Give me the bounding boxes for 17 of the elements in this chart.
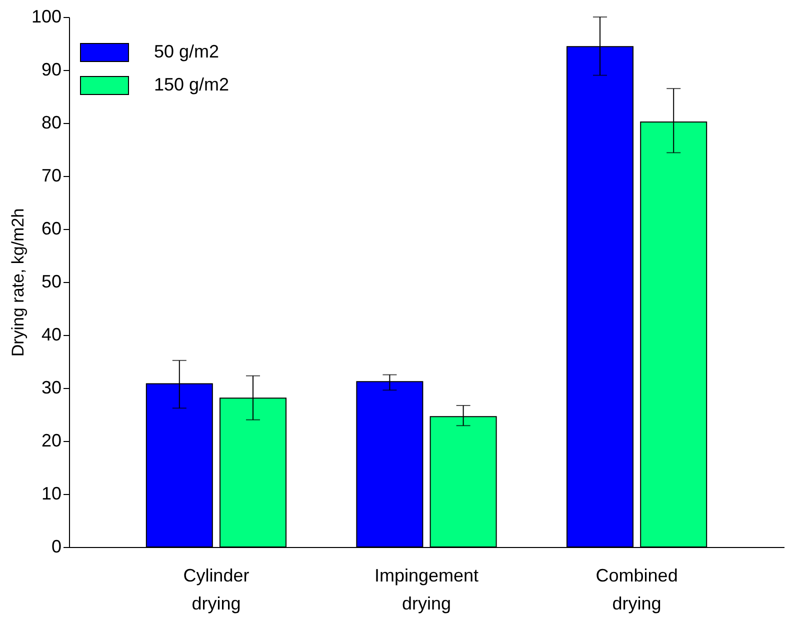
y-tick-label: 70 [41, 166, 62, 186]
legend-label: 50 g/m2 [154, 42, 220, 62]
x-tick-label: Impingement drying [374, 566, 479, 614]
y-tick-label: 50 [41, 272, 62, 292]
y-tick-label: 0 [51, 536, 62, 556]
x-tick-label: Combined drying [596, 566, 678, 614]
y-tick-label: 10 [41, 484, 62, 504]
y-tick-label: 80 [41, 112, 62, 132]
y-tick-label: 60 [41, 218, 62, 238]
y-tick-label: 100 [31, 6, 62, 26]
y-tick-label: 30 [41, 378, 62, 398]
y-tick-label: 40 [41, 324, 62, 344]
x-tick-label: Cylinder drying [183, 566, 250, 614]
y-axis-title: Drying rate, kg/m2h [8, 208, 28, 357]
y-tick-label: 90 [41, 60, 62, 80]
y-tick-label: 20 [41, 430, 62, 450]
legend-label: 150 g/m2 [154, 74, 230, 94]
